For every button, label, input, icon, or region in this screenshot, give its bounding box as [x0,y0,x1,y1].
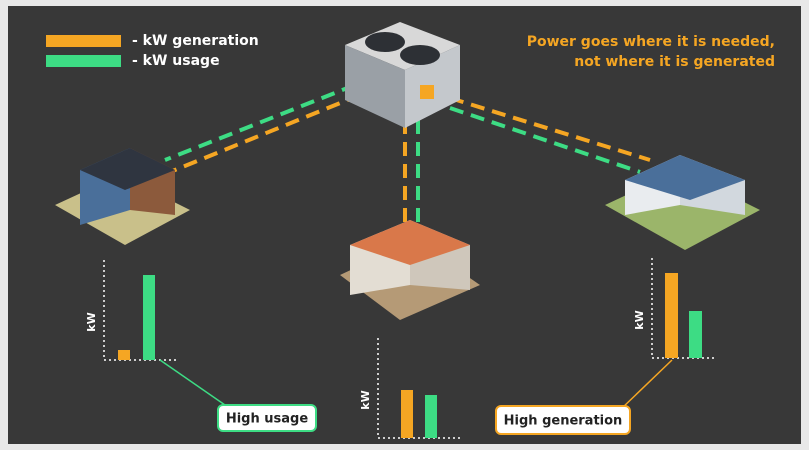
legend-label: - kW usage [132,53,220,69]
bar [401,390,413,438]
page: - kW generation - kW usage Power goes wher… [0,0,809,450]
bar [665,273,678,358]
bar [143,275,155,360]
legend-swatch [46,55,121,67]
y-axis-label: kW [359,390,372,409]
bar [425,395,437,438]
headline: not where it is generated [574,54,775,70]
callout-label: High usage [226,412,308,427]
legend-label: - kW generation [132,33,259,49]
headline: Power goes where it is needed, [527,34,775,50]
bar [118,350,130,360]
legend-swatch [46,35,121,47]
y-axis-label: kW [633,310,646,329]
callout-label: High generation [504,414,623,429]
scene: - kW generation - kW usage Power goes wher… [0,0,809,450]
bar [689,311,702,358]
y-axis-label: kW [85,312,98,331]
